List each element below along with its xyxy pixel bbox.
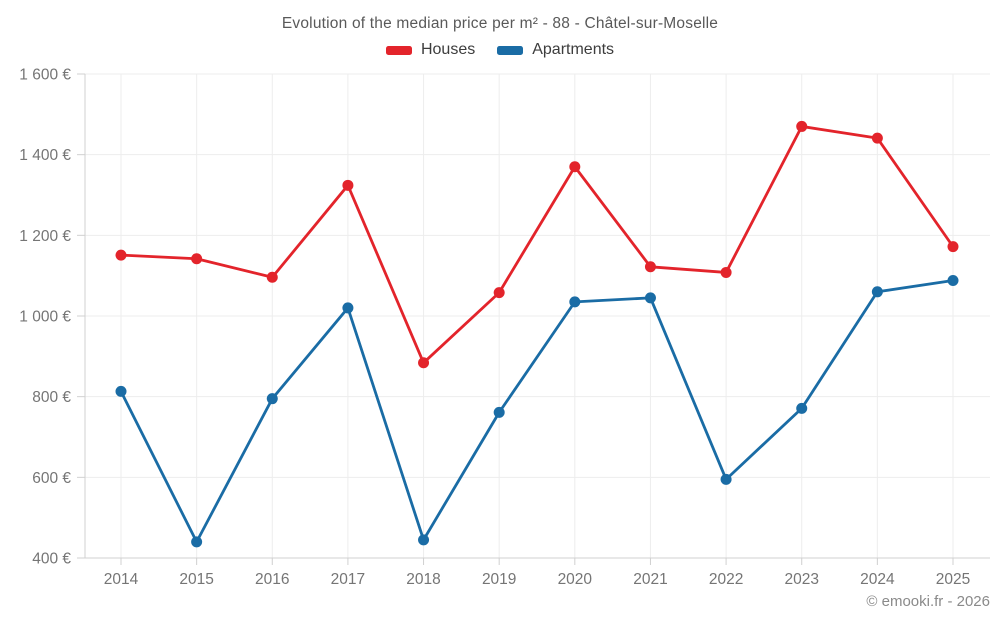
legend-item-apartments[interactable]: Apartments — [497, 41, 614, 59]
legend-item-houses[interactable]: Houses — [385, 41, 476, 59]
chart-title: Evolution of the median price per m² - 8… — [281, 15, 719, 32]
houses-point-2017[interactable] — [342, 179, 354, 191]
apartments-legend-swatch-icon — [497, 45, 524, 55]
y-axis-tick-label: 600 € — [32, 470, 71, 487]
x-axis-tick-label: 2015 — [179, 571, 213, 588]
apartments-point-2020[interactable] — [569, 296, 581, 308]
apartments-point-2015[interactable] — [191, 536, 203, 548]
x-axis-tick-label: 2021 — [633, 571, 667, 588]
x-axis-tick-label: 2025 — [936, 571, 970, 588]
houses-point-2020[interactable] — [569, 161, 581, 173]
apartments-point-2019[interactable] — [493, 406, 505, 418]
apartments-point-2016[interactable] — [266, 393, 278, 405]
x-axis-tick-label: 2014 — [104, 571, 139, 588]
apartments-point-2014[interactable] — [115, 385, 127, 397]
houses-point-2024[interactable] — [871, 132, 883, 144]
houses-point-2025[interactable] — [947, 241, 959, 253]
x-axis-tick-label: 2018 — [406, 571, 440, 588]
houses-legend-swatch-icon — [385, 45, 412, 55]
houses-point-2019[interactable] — [493, 287, 505, 299]
legend: Houses Apartments — [0, 41, 1000, 59]
x-axis-tick-label: 2016 — [255, 571, 289, 588]
apartments-point-2017[interactable] — [342, 302, 354, 314]
y-axis-tick-label: 1 600 € — [19, 67, 71, 84]
x-axis-tick-label: 2024 — [860, 571, 895, 588]
y-axis-tick-label: 1 400 € — [19, 147, 71, 164]
apartments-point-2021[interactable] — [644, 292, 656, 304]
y-axis-tick-label: 800 € — [32, 389, 71, 406]
houses-legend-label: Houses — [420, 41, 476, 58]
x-axis-tick-label: 2022 — [709, 571, 743, 588]
apartments-legend-label: Apartments — [532, 41, 615, 58]
x-axis-tick-label: 2020 — [558, 571, 593, 588]
houses-point-2021[interactable] — [644, 261, 656, 273]
houses-point-2022[interactable] — [720, 266, 732, 278]
y-axis-tick-label: 400 € — [32, 551, 71, 568]
apartments-point-2022[interactable] — [720, 473, 732, 485]
y-axis-tick-label: 1 000 € — [19, 309, 71, 326]
apartments-line — [119, 279, 955, 544]
apartments-point-2025[interactable] — [947, 275, 959, 287]
apartments-point-2024[interactable] — [871, 286, 883, 298]
houses-point-2023[interactable] — [796, 120, 808, 132]
houses-point-2015[interactable] — [191, 253, 203, 265]
houses-point-2018[interactable] — [418, 357, 430, 369]
apartments-point-2023[interactable] — [796, 402, 808, 414]
x-axis-tick-label: 2019 — [482, 571, 516, 588]
x-axis-tick-label: 2023 — [784, 571, 818, 588]
houses-point-2014[interactable] — [115, 249, 127, 261]
copyright-watermark: © emooki.fr - 2026 — [866, 593, 990, 610]
y-axis-tick-label: 1 200 € — [19, 228, 71, 245]
x-axis-tick-label: 2017 — [331, 571, 365, 588]
houses-point-2016[interactable] — [266, 271, 278, 283]
houses-line — [119, 125, 955, 365]
apartments-point-2018[interactable] — [418, 534, 430, 546]
